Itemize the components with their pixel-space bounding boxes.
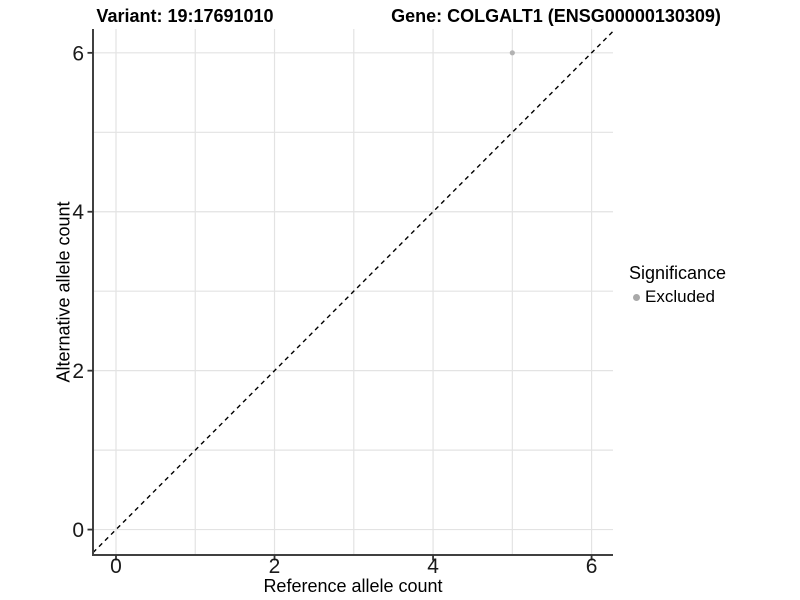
y-tick-label: 4 (72, 201, 84, 224)
x-tick-label: 0 (110, 555, 122, 578)
y-axis-title: Alternative allele count (53, 201, 74, 383)
plot-title-gene: Gene: COLGALT1 (ENSG00000130309) (391, 6, 721, 26)
x-tick-label: 4 (427, 555, 439, 578)
y-tick-label: 2 (72, 360, 84, 383)
identity-line (92, 30, 614, 554)
y-tick-label: 6 (72, 42, 84, 65)
legend-point-icon (633, 293, 640, 301)
legend-item-excluded: Excluded (633, 287, 726, 307)
legend: Significance Excluded (629, 263, 726, 307)
y-tick-label: 0 (72, 519, 84, 542)
data-point (509, 50, 515, 56)
plot-title-variant: Variant: 19:17691010 (96, 6, 274, 26)
x-tick-label: 2 (269, 555, 281, 578)
legend-item-label: Excluded (645, 287, 715, 306)
legend-title: Significance (629, 263, 727, 283)
x-axis-title: Reference allele count (263, 576, 443, 596)
x-tick-label: 6 (586, 555, 598, 578)
